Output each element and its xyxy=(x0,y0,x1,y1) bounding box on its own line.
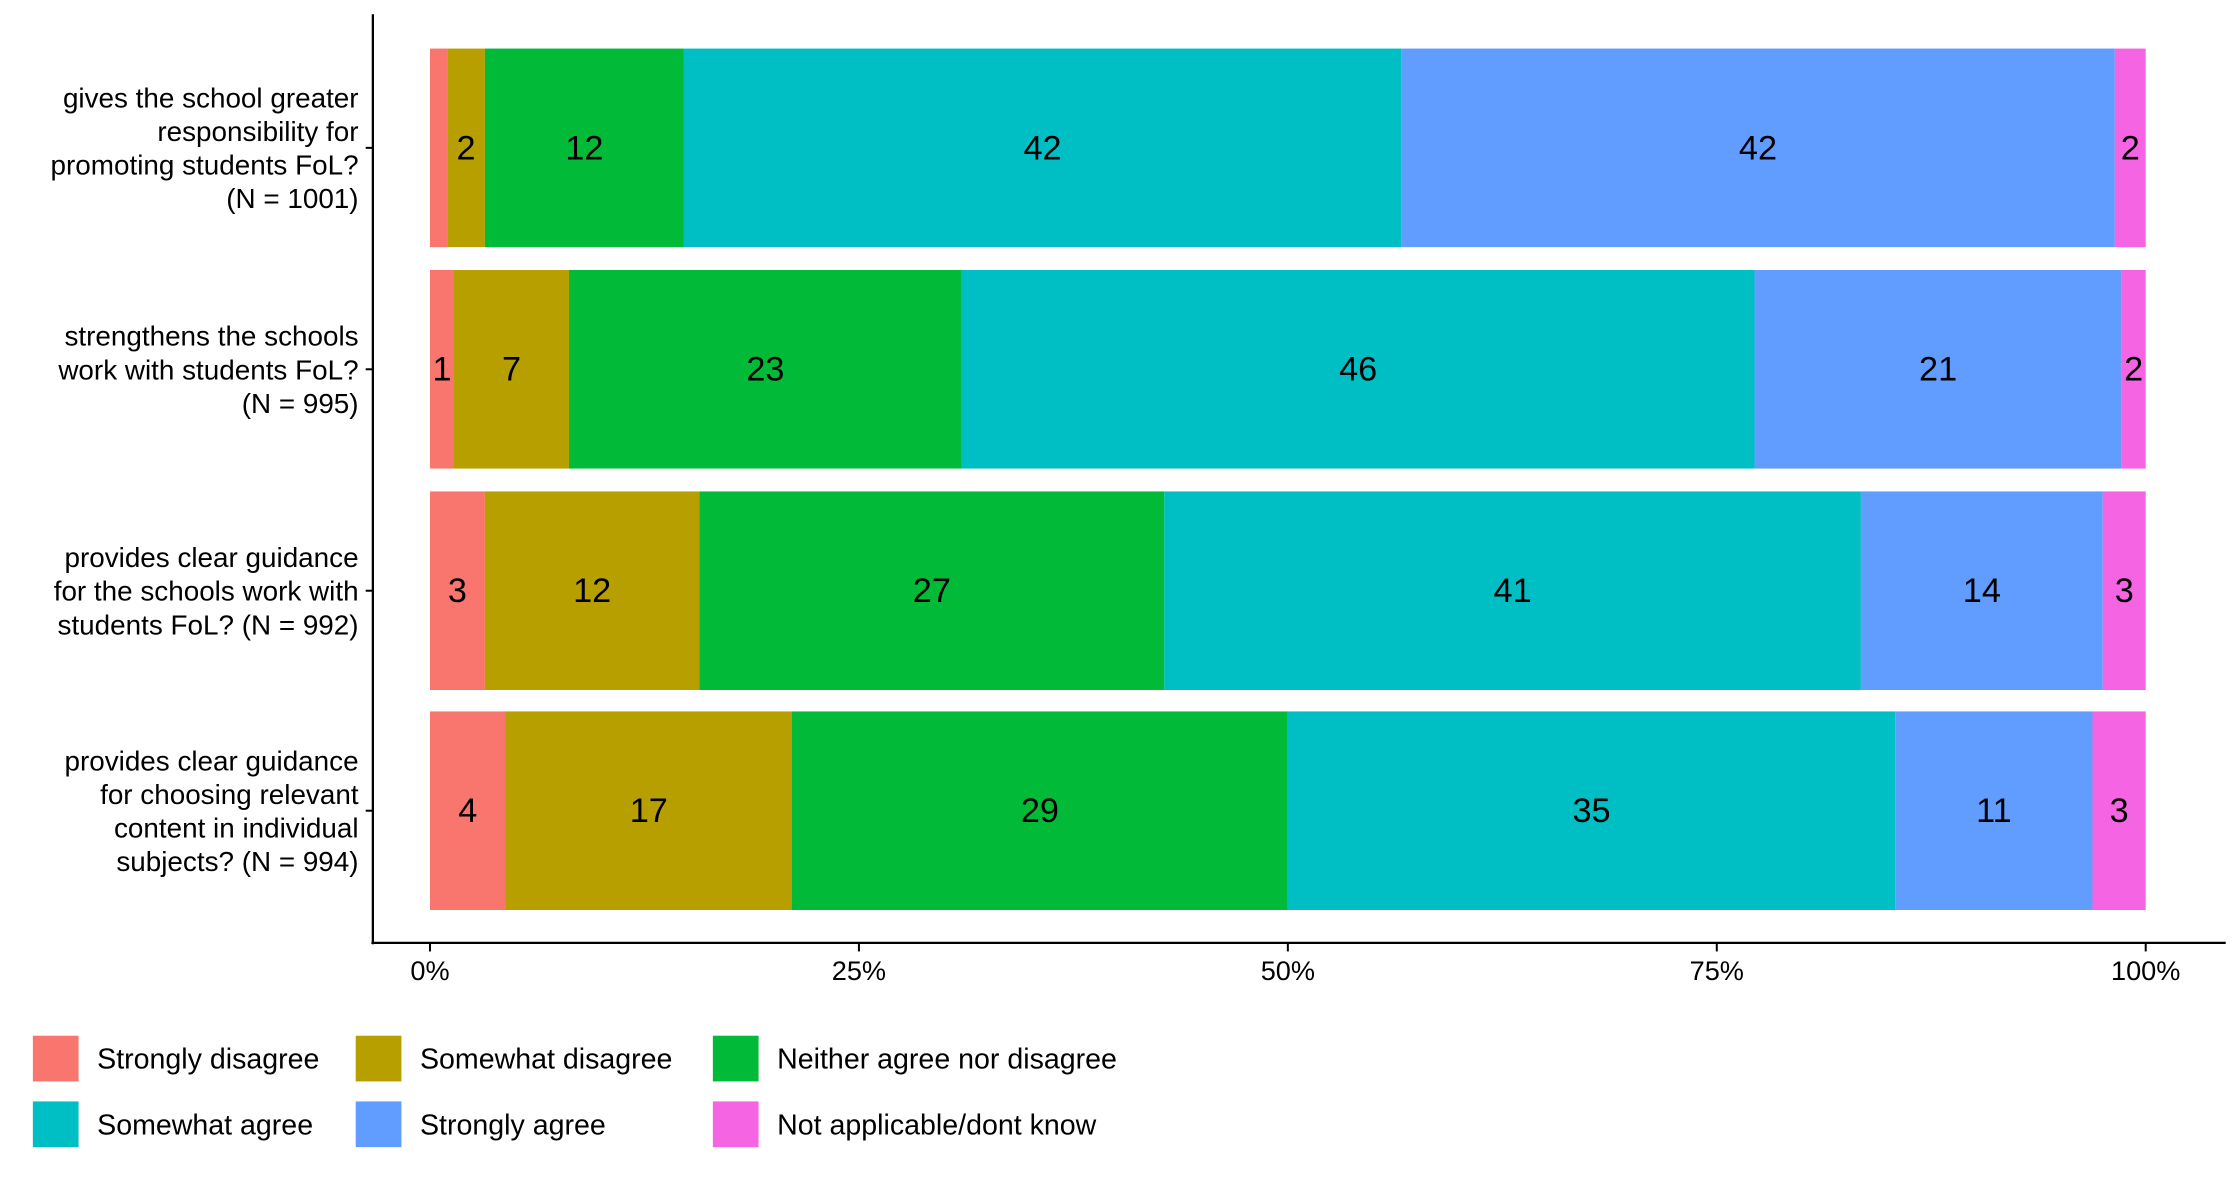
bar-segment xyxy=(430,711,506,910)
bar-segment xyxy=(2114,48,2146,248)
legend: Strongly disagree Somewhat disagree Neithe… xyxy=(32,1035,1117,1148)
bar-segment-label: 3 xyxy=(448,572,467,610)
bar-segment-label: 3 xyxy=(2110,792,2129,830)
y-tick-label: provides clear guidance for the schools w… xyxy=(54,542,359,640)
bar-segment-label: 7 xyxy=(502,351,521,389)
legend-label: Not applicable/dont know xyxy=(777,1109,1097,1141)
y-tick-label-line: for the schools work with xyxy=(54,576,359,607)
bar-segment xyxy=(447,48,485,248)
bar-segment-label: 2 xyxy=(456,129,475,167)
x-tick-label: 75% xyxy=(1690,955,1744,986)
y-tick-label-line: students FoL? (N = 992) xyxy=(58,609,359,640)
legend-label: Strongly agree xyxy=(420,1109,606,1141)
bar-segment xyxy=(2102,491,2146,690)
legend-label: Somewhat disagree xyxy=(420,1044,672,1076)
legend-item: Neither agree nor disagree xyxy=(712,1035,1117,1082)
bar-segment-label: 42 xyxy=(1023,129,1061,167)
bar-segment xyxy=(699,491,1165,690)
y-tick-label-line: provides clear guidance xyxy=(64,542,358,573)
bar-segment-label: 12 xyxy=(573,572,611,610)
legend-label: Neither agree nor disagree xyxy=(777,1044,1117,1076)
legend-swatch xyxy=(712,1035,759,1082)
bar-segment xyxy=(2092,711,2146,910)
bar-segment-label: 35 xyxy=(1572,792,1610,830)
y-tick-label-line: subjects? (N = 994) xyxy=(116,846,358,877)
bar-segment xyxy=(430,491,485,690)
bar-segment xyxy=(454,270,569,469)
bar-segment-label: 46 xyxy=(1339,351,1377,389)
bar-segment-label: 29 xyxy=(1021,792,1059,830)
bar-segment-label: 2 xyxy=(2124,351,2143,389)
bar-segment xyxy=(1164,491,1861,690)
bar-segment-label: 2 xyxy=(2121,129,2140,167)
y-tick-label-line: gives the school greater xyxy=(63,83,359,114)
legend-item: Strongly agree xyxy=(355,1101,606,1148)
bar-segment xyxy=(1895,711,2093,910)
bar-segment-label: 3 xyxy=(2115,572,2134,610)
bar-segment xyxy=(1754,270,2122,469)
legend-label: Strongly disagree xyxy=(97,1044,319,1076)
y-tick-label-line: provides clear guidance xyxy=(64,745,358,776)
bar-segment xyxy=(1401,48,2115,248)
legend-item: Not applicable/dont know xyxy=(712,1101,1097,1148)
legend-swatch xyxy=(355,1035,402,1082)
y-tick-label-line: (N = 995) xyxy=(242,388,359,419)
bar-segment-label: 17 xyxy=(630,792,668,830)
bar-row: 1 7 23 46 21 2 xyxy=(430,270,2146,469)
legend-label: Somewhat agree xyxy=(97,1109,313,1141)
bar-segment-label: 27 xyxy=(913,572,951,610)
bar-segment xyxy=(2121,270,2146,469)
y-tick-label-line: strengthens the schools xyxy=(64,321,358,352)
legend-item: Somewhat agree xyxy=(32,1101,313,1148)
legend-swatch xyxy=(32,1035,79,1082)
y-tick-label-line: work with students FoL? xyxy=(57,354,358,385)
bar-segment xyxy=(1860,491,2103,690)
bar-row: 3 12 27 41 14 3 xyxy=(430,491,2146,690)
y-tick-label-line: (N = 1001) xyxy=(226,183,358,214)
bar-row: 4 17 29 35 11 3 xyxy=(430,711,2146,910)
y-tick-label-line: promoting students FoL? xyxy=(51,150,359,181)
bar-segment xyxy=(568,270,962,469)
bar-segment xyxy=(430,270,455,469)
bar-segment-label: 4 xyxy=(458,792,477,830)
bar-segment xyxy=(505,711,793,910)
bar-segment-label: 41 xyxy=(1494,572,1532,610)
y-tick-label: provides clear guidance for choosing rele… xyxy=(64,745,358,877)
bar-segment xyxy=(1287,711,1896,910)
bar-segment xyxy=(961,270,1755,469)
legend-swatch xyxy=(355,1101,402,1148)
bar-segment-label: 23 xyxy=(746,351,784,389)
bar-segment-label: 1 xyxy=(432,351,451,389)
bar-segment xyxy=(792,711,1288,910)
bar-segment-label: 14 xyxy=(1963,572,2001,610)
legend-swatch xyxy=(712,1101,759,1148)
bar-segment-label: 21 xyxy=(1919,351,1957,389)
y-axis: gives the school greater responsibility f… xyxy=(51,83,373,877)
x-tick-label: 25% xyxy=(832,955,886,986)
x-axis: 0% 25% 50% 75% 100% xyxy=(410,942,2180,986)
bar-row: 2 12 42 42 2 xyxy=(430,48,2146,248)
y-tick-label: strengthens the schools work with student… xyxy=(57,321,358,419)
x-tick-label: 100% xyxy=(2111,955,2180,986)
y-tick-label-line: responsibility for xyxy=(157,116,358,147)
bar-segment-label: 12 xyxy=(565,129,603,167)
legend-item: Strongly disagree xyxy=(32,1035,319,1082)
y-tick-label-line: content in individual xyxy=(114,813,359,844)
bar-segment xyxy=(430,48,448,248)
bars-layer: 2 12 42 42 21 7 23 46 21 23 12 27 41 14 34 17 29 35 11 3 xyxy=(430,48,2146,910)
y-tick-label: gives the school greater responsibility f… xyxy=(51,83,359,215)
bar-segment-label: 42 xyxy=(1739,129,1777,167)
legend-swatch xyxy=(32,1101,79,1148)
legend-item: Somewhat disagree xyxy=(355,1035,672,1082)
bar-segment xyxy=(484,491,700,690)
x-tick-label: 0% xyxy=(410,955,449,986)
y-tick-label-line: for choosing relevant xyxy=(100,779,359,810)
bar-segment-label: 11 xyxy=(1976,792,2012,830)
bar-segment xyxy=(484,48,684,248)
x-tick-label: 50% xyxy=(1261,955,1315,986)
bar-segment xyxy=(683,48,1402,248)
